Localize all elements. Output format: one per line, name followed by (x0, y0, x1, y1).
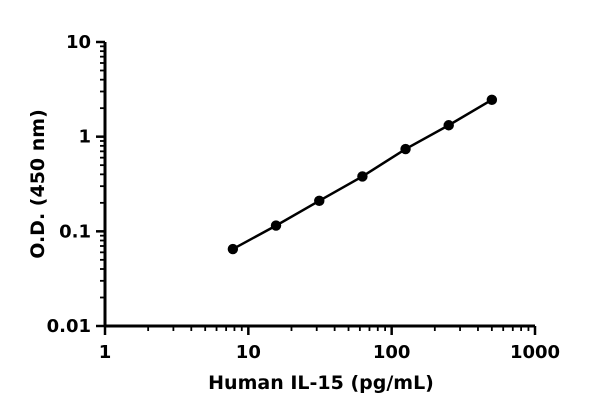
x-tick-label: 100 (373, 342, 411, 363)
data-point (270, 220, 282, 231)
y-tick-label: 0.01 (47, 316, 91, 337)
y-tick-label: 10 (66, 32, 91, 53)
data-point (486, 94, 498, 106)
data-point (314, 195, 325, 207)
x-axis-title: Human IL-15 (pg/mL) (208, 372, 434, 394)
tick-labels: 1 10 100 1000 0.01 0.1 1 10 (47, 32, 560, 363)
x-tick-label: 10 (236, 342, 261, 363)
data-point (400, 143, 411, 155)
y-tick-label: 1 (78, 127, 91, 148)
data-point (227, 243, 239, 255)
data-point (443, 120, 454, 131)
y-tick-label: 0.1 (59, 221, 91, 242)
data-point (357, 171, 368, 182)
ticks (96, 40, 537, 335)
y-axis-title: O.D. (450 nm) (27, 109, 49, 259)
data-points (227, 94, 498, 255)
x-tick-label: 1000 (510, 342, 560, 363)
x-tick-label: 1 (99, 342, 112, 363)
axes (103, 42, 535, 328)
